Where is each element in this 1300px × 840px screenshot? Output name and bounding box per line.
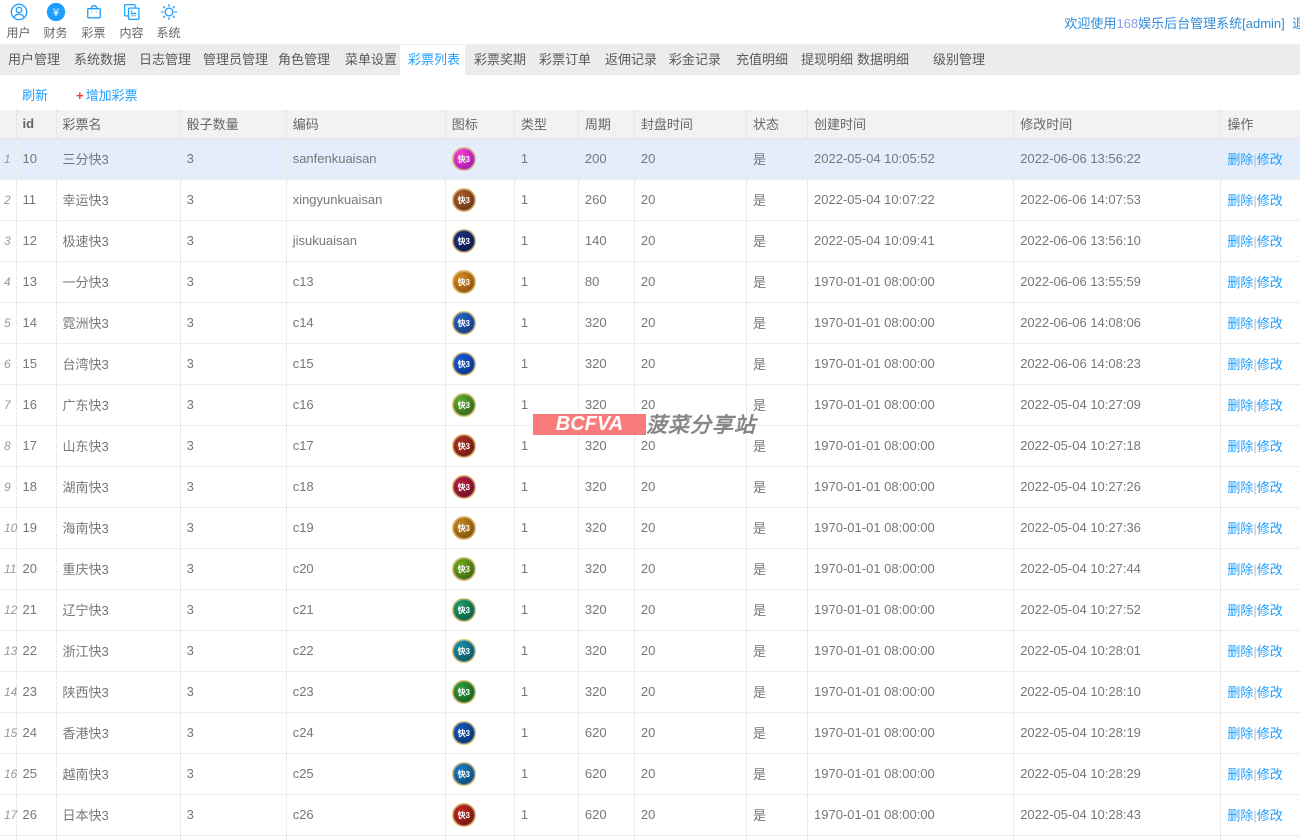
svg-text:¥: ¥ bbox=[51, 7, 59, 19]
